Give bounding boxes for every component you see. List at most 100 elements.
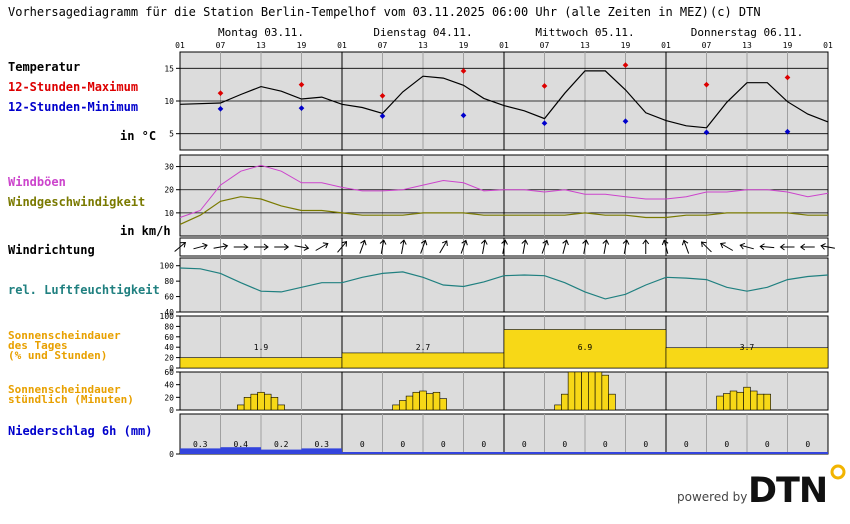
wind-arrow-shaft: [821, 245, 835, 249]
y-tick-label: 0: [169, 450, 174, 459]
tmin-marker: [379, 113, 386, 119]
y-tick-label: 15: [164, 64, 174, 73]
tmin-marker: [217, 106, 224, 112]
sun-hourly-bar: [736, 391, 744, 411]
wind-arrow: [739, 242, 754, 250]
wind-arrow-head: [739, 242, 746, 250]
precip-bar: [463, 452, 504, 454]
wind-arrow: [779, 243, 795, 251]
wind-arrow-shaft: [337, 241, 347, 253]
sun-hourly-bar: [716, 395, 724, 411]
sun-hourly-bar: [601, 374, 609, 411]
sun-hourly-bar: [399, 400, 407, 411]
wind-arrow-head: [441, 240, 448, 246]
y-tick-label: 60: [164, 333, 174, 342]
sun-daily-label: 1.9: [254, 343, 269, 352]
wind-arrow: [700, 241, 712, 253]
y-tick-label: 100: [160, 262, 175, 271]
wind-arrow-head: [799, 243, 806, 251]
sun-hourly-bar: [405, 395, 414, 411]
wind-arrow: [562, 239, 569, 254]
sun-daily-bar: [179, 357, 343, 369]
label-tmax: 12-Stunden-Maximum: [8, 80, 138, 94]
y-tick-label: 40: [164, 343, 174, 352]
tmin-marker: [460, 112, 467, 119]
temperature-panel: 5 10 15: [164, 51, 829, 151]
sun-daily-label: 2.7: [416, 343, 431, 352]
sun-hourly-bar: [763, 393, 771, 411]
tmax-marker: [217, 90, 224, 96]
precip-label: 0: [724, 440, 729, 449]
wind-arrow-shaft: [174, 242, 186, 252]
sun-hourly-bar: [419, 390, 427, 411]
wind-arrow-shaft: [420, 240, 426, 254]
y-tick-label: 80: [164, 322, 174, 331]
wind-arrow: [759, 243, 775, 251]
hour-tick-label: 01: [499, 41, 509, 50]
wind-arrow-head: [779, 243, 785, 251]
wind-arrow: [420, 239, 428, 254]
label-wind-unit: in km/h: [120, 224, 171, 238]
precip-bar: [585, 452, 626, 454]
humidity-panel: 40 60 80 100: [160, 257, 829, 317]
wind-arrow-head: [360, 239, 367, 246]
hour-tick-label: 13: [580, 41, 590, 50]
wind-arrow-shaft: [562, 240, 568, 254]
sun-hourly-bar: [432, 391, 441, 411]
hour-tick-label: 13: [418, 41, 428, 50]
tmax-marker: [541, 83, 548, 89]
wind-arrow-shaft: [583, 240, 587, 254]
wind-arrow-shaft: [439, 240, 448, 254]
label-sun-hourly-1: Sonnenscheindauer: [8, 383, 121, 396]
wind-arrow-head: [719, 242, 726, 249]
wind-panel: 10 20 30: [164, 154, 829, 237]
wind-arrow-shaft: [541, 240, 548, 254]
tmax-marker: [784, 74, 791, 81]
sunshine-hourly-panel: 0 20 40 60: [164, 368, 829, 415]
day-label: Mittwoch 05.11.: [535, 26, 634, 39]
sun-hourly-bar: [243, 397, 252, 411]
sun-hourly-bar: [412, 391, 420, 411]
sun-hourly-bar: [270, 397, 279, 411]
hour-tick-label: 07: [378, 41, 388, 50]
precip-label: 0: [400, 440, 405, 449]
sun-hourly-bar: [588, 371, 596, 411]
precip-bar: [666, 452, 707, 454]
sun-hourly-bar: [257, 391, 265, 411]
wind-arrow-shaft: [603, 240, 607, 254]
precip-label: 0.4: [234, 440, 249, 449]
wind-arrow-head: [480, 239, 488, 245]
wind-speed-line: [179, 196, 828, 225]
y-tick-label: 60: [164, 293, 174, 302]
precipitation-panel: 0 0.3 0.4 0.2 0.3 0 0 0 0 0 0 0 0 0 0 0 0: [169, 413, 829, 459]
wind-arrow-shaft: [522, 240, 526, 254]
sun-hourly-bar: [426, 393, 434, 411]
wind-arrow: [820, 243, 835, 250]
label-precip: Niederschlag 6h (mm): [8, 424, 153, 438]
wind-arrow: [213, 243, 229, 250]
wind-arrow-head: [341, 240, 348, 247]
label-tmin: 12-Stunden-Minimum: [8, 100, 138, 114]
precip-label: 0: [603, 440, 608, 449]
hour-tick-label: 13: [256, 41, 266, 50]
sun-hourly-bar: [439, 398, 447, 411]
hour-tick-label: 07: [702, 41, 712, 50]
precip-bar: [544, 452, 585, 454]
precip-label: 0.2: [274, 440, 289, 449]
sun-hourly-bar: [574, 371, 582, 411]
y-tick-label: 60: [164, 368, 174, 377]
precip-label: 0.3: [315, 440, 330, 449]
dtn-logo-dot: [830, 464, 846, 480]
hour-tick-label: 19: [783, 41, 793, 50]
label-humidity: rel. Luftfeuchtigkeit: [8, 283, 160, 297]
y-tick-label: 40: [164, 381, 174, 390]
sun-hourly-bar: [608, 393, 616, 411]
precip-label: 0.3: [193, 440, 208, 449]
wind-arrow: [379, 239, 387, 254]
temperature-line: [179, 70, 829, 129]
label-wind-direction: Windrichtung: [8, 243, 95, 257]
wind-arrow-head: [243, 243, 249, 251]
hour-tick-label: 01: [337, 41, 347, 50]
y-tick-label: 5: [169, 130, 174, 139]
precip-bar: [423, 452, 464, 454]
